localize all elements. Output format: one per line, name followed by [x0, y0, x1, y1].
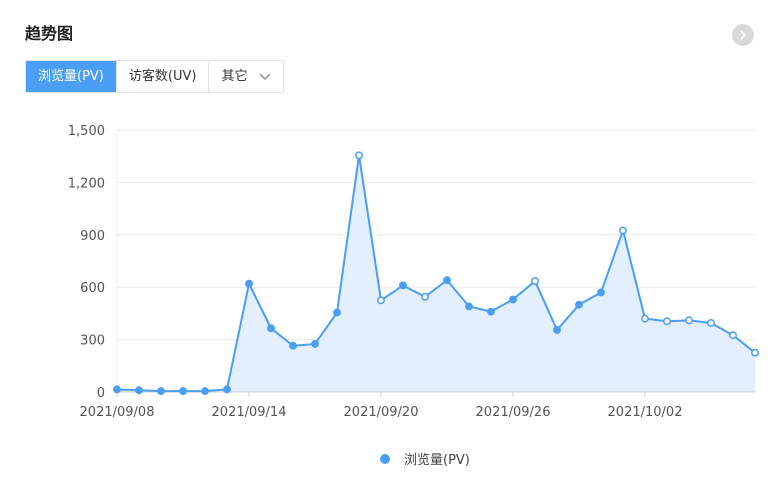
- y-tick-label: 600: [80, 281, 105, 296]
- data-point: [641, 314, 649, 323]
- chevron-right-icon: [740, 30, 746, 40]
- tab-other-label: 其它: [221, 69, 248, 84]
- data-point: [135, 386, 143, 395]
- data-point: [289, 341, 297, 350]
- legend-label: 浏览量(PV): [404, 453, 470, 468]
- series-area: [117, 155, 755, 392]
- data-point: [751, 348, 759, 357]
- data-point: [399, 281, 407, 290]
- data-point: [487, 307, 495, 316]
- x-tick-label: 2021/09/14: [212, 405, 287, 420]
- data-point: [355, 151, 363, 160]
- page-title: 趋势图: [25, 24, 74, 43]
- y-tick-label: 900: [80, 229, 105, 244]
- data-point: [245, 279, 253, 288]
- y-tick-label: 1,500: [68, 124, 105, 139]
- chevron-down-icon: [259, 73, 271, 81]
- next-arrow-button[interactable]: [732, 24, 754, 46]
- data-point: [377, 296, 385, 305]
- y-tick-label: 300: [80, 334, 105, 349]
- tab-pageviews-label: 浏览量(PV): [38, 69, 104, 84]
- chart-legend[interactable]: 浏览量(PV): [380, 449, 470, 468]
- data-point: [157, 387, 165, 396]
- x-tick-label: 2021/09/26: [476, 405, 551, 420]
- data-point: [575, 300, 583, 309]
- data-point: [311, 340, 319, 348]
- data-point: [421, 292, 429, 301]
- data-point: [267, 324, 275, 333]
- data-point: [179, 387, 187, 396]
- y-tick-label: 1,200: [68, 176, 105, 191]
- data-point: [663, 317, 671, 326]
- data-point: [531, 277, 539, 286]
- data-point: [509, 295, 517, 304]
- tab-visitors-label: 访客数(UV): [128, 69, 197, 84]
- data-point: [443, 276, 451, 285]
- data-point: [201, 387, 209, 396]
- data-point: [597, 288, 605, 297]
- data-point: [223, 385, 231, 394]
- tab-visitors[interactable]: 访客数(UV): [116, 61, 210, 92]
- x-tick-label: 2021/09/08: [80, 405, 155, 420]
- data-point: [465, 302, 473, 311]
- legend-dot-icon: [380, 453, 390, 464]
- data-point: [619, 226, 627, 235]
- metric-tabs: 浏览量(PV) 访客数(UV) 其它: [25, 60, 285, 93]
- data-point: [707, 319, 715, 327]
- data-point: [553, 326, 561, 334]
- data-point: [113, 385, 121, 394]
- y-tick-label: 0: [97, 386, 105, 401]
- x-tick-label: 2021/09/20: [344, 405, 419, 420]
- tab-other-dropdown[interactable]: 其它: [209, 61, 284, 92]
- data-point: [685, 316, 693, 325]
- x-tick-label: 2021/10/02: [608, 405, 683, 420]
- data-point: [333, 308, 341, 317]
- tab-pageviews[interactable]: 浏览量(PV): [26, 61, 117, 92]
- data-point: [729, 331, 737, 340]
